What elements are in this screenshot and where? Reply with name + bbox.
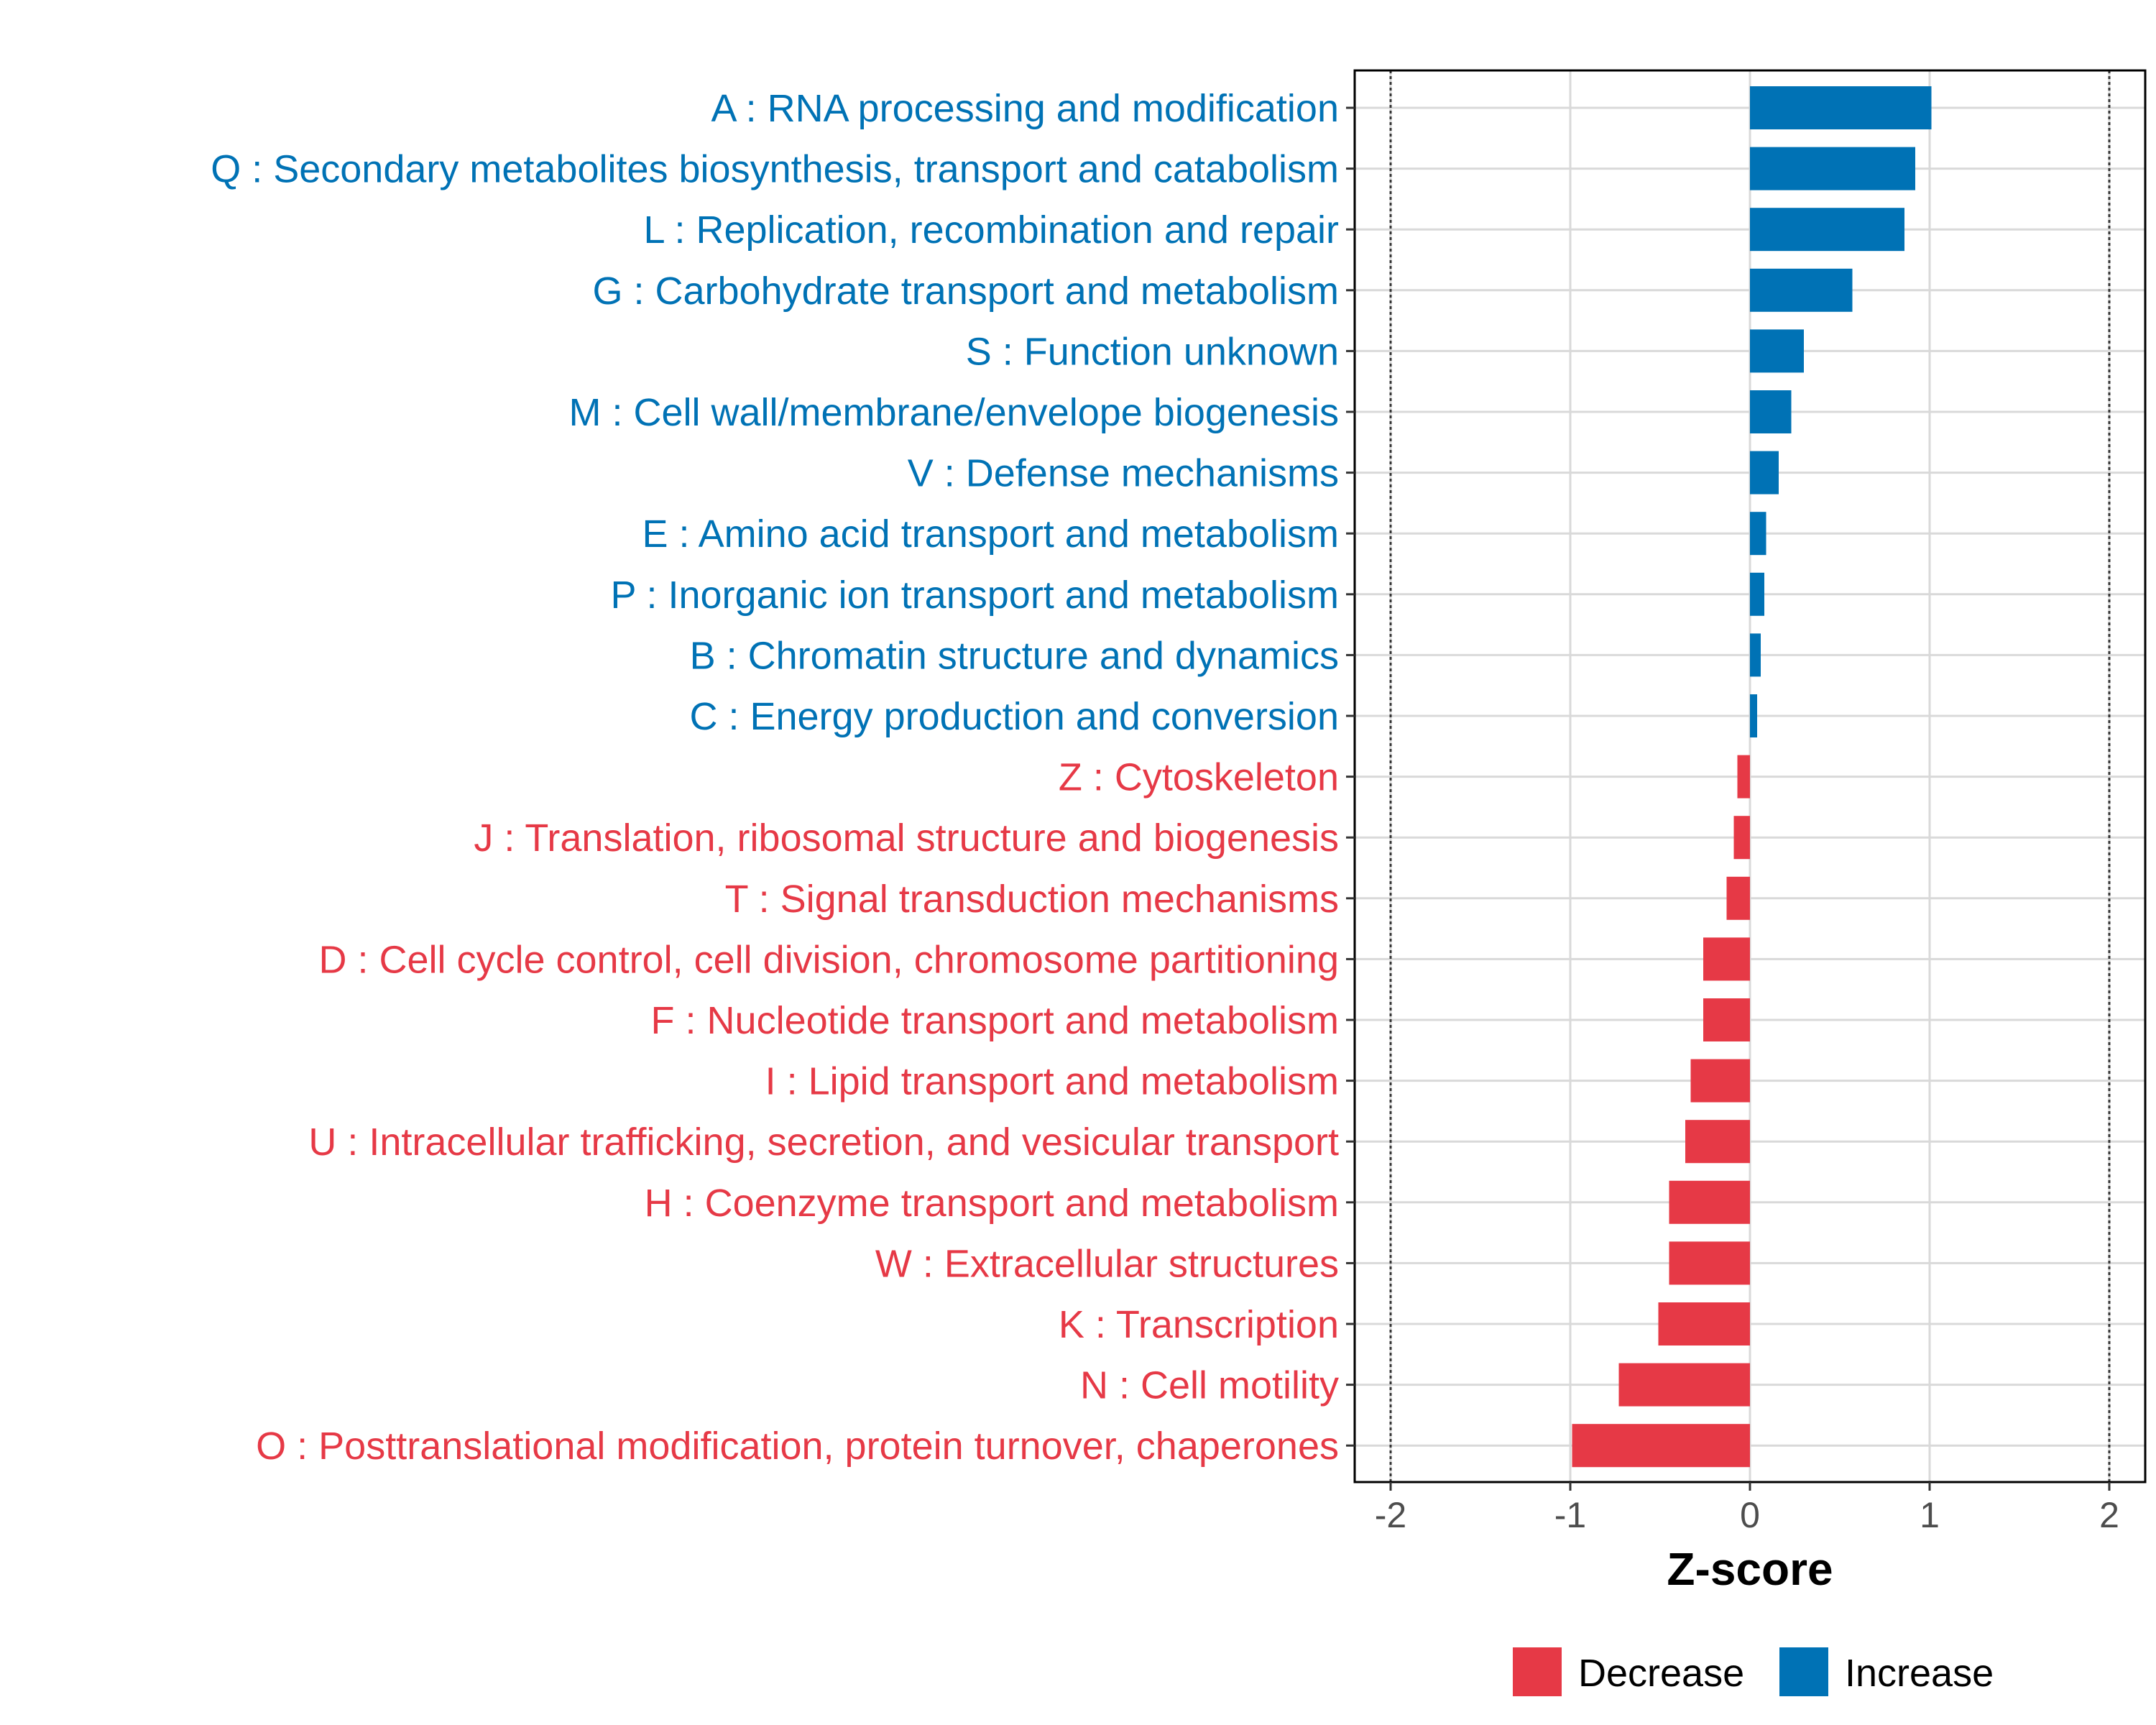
- category-label-z: Z : Cytoskeleton: [1059, 756, 1339, 799]
- legend-label-decrease: Decrease: [1578, 1652, 1744, 1695]
- bar-h: [1669, 1180, 1750, 1224]
- y-axis-ticks: [1346, 106, 1355, 1447]
- category-label-e: E : Amino acid transport and metabolism: [642, 512, 1339, 556]
- bar-p: [1750, 572, 1764, 616]
- category-label-t: T : Signal transduction mechanisms: [725, 878, 1339, 921]
- x-tick-label-4: 2: [2099, 1495, 2119, 1535]
- x-tick-label-0: -2: [1375, 1495, 1406, 1535]
- category-label-k: K : Transcription: [1059, 1303, 1339, 1346]
- category-label-u: U : Intracellular trafficking, secretion…: [308, 1121, 1339, 1164]
- bar-c: [1750, 694, 1757, 737]
- category-labels: A : RNA processing and modification Q : S…: [211, 87, 1339, 1468]
- bar-s: [1750, 329, 1804, 373]
- category-label-a: A : RNA processing and modification: [711, 87, 1339, 130]
- bar-g: [1750, 268, 1853, 312]
- category-label-f: F : Nucleotide transport and metabolism: [651, 999, 1339, 1042]
- category-label-n: N : Cell motility: [1080, 1364, 1339, 1407]
- x-axis-tick-labels: -2 -1 0 1 2: [1375, 1495, 2119, 1535]
- bar-k: [1658, 1302, 1750, 1346]
- bar-a: [1750, 86, 1932, 129]
- category-label-d: D : Cell cycle control, cell division, c…: [318, 938, 1339, 981]
- x-tick-label-3: 1: [1920, 1495, 1940, 1535]
- category-label-p: P : Inorganic ion transport and metaboli…: [610, 574, 1339, 617]
- category-label-i: I : Lipid transport and metabolism: [765, 1060, 1339, 1103]
- x-tick-label-2: 0: [1740, 1495, 1760, 1535]
- bar-w: [1669, 1241, 1750, 1285]
- x-axis-ticks: [1389, 1482, 2111, 1491]
- bar-z: [1737, 755, 1750, 799]
- legend-swatch-increase: [1779, 1647, 1828, 1696]
- bar-o: [1572, 1424, 1750, 1468]
- bar-e: [1750, 512, 1766, 556]
- category-label-s: S : Function unknown: [966, 330, 1339, 373]
- bar-i: [1690, 1059, 1750, 1103]
- bar-f: [1703, 998, 1750, 1041]
- bar-v: [1750, 451, 1779, 494]
- category-label-h: H : Coenzyme transport and metabolism: [645, 1182, 1339, 1225]
- category-label-j: J : Translation, ribosomal structure and…: [474, 816, 1339, 860]
- category-label-o: O : Posttranslational modification, prot…: [256, 1425, 1339, 1468]
- category-label-v: V : Defense mechanisms: [908, 452, 1339, 495]
- legend-swatch-decrease: [1513, 1647, 1562, 1696]
- bar-d: [1703, 937, 1750, 981]
- category-label-q: Q : Secondary metabolites biosynthesis, …: [211, 148, 1339, 191]
- bar-l: [1750, 208, 1904, 252]
- category-label-g: G : Carbohydrate transport and metabolis…: [593, 270, 1340, 313]
- bar-b: [1750, 633, 1761, 677]
- bar-q: [1750, 147, 1915, 190]
- category-label-c: C : Energy production and conversion: [689, 695, 1339, 738]
- legend: Decrease Increase: [1513, 1647, 1994, 1696]
- bar-t: [1726, 876, 1750, 920]
- category-label-w: W : Extracellular structures: [875, 1242, 1339, 1285]
- x-axis-title: Z-score: [1667, 1543, 1833, 1595]
- category-label-l: L : Replication, recombination and repai…: [643, 208, 1339, 252]
- bar-u: [1685, 1120, 1750, 1164]
- bar-n: [1618, 1363, 1750, 1407]
- category-label-b: B : Chromatin structure and dynamics: [690, 634, 1339, 677]
- bars: [1572, 86, 1932, 1468]
- category-label-m: M : Cell wall/membrane/envelope biogenes…: [568, 391, 1339, 434]
- legend-label-increase: Increase: [1845, 1652, 1994, 1695]
- x-tick-label-1: -1: [1554, 1495, 1586, 1535]
- bar-j: [1733, 816, 1750, 860]
- bar-m: [1750, 390, 1792, 433]
